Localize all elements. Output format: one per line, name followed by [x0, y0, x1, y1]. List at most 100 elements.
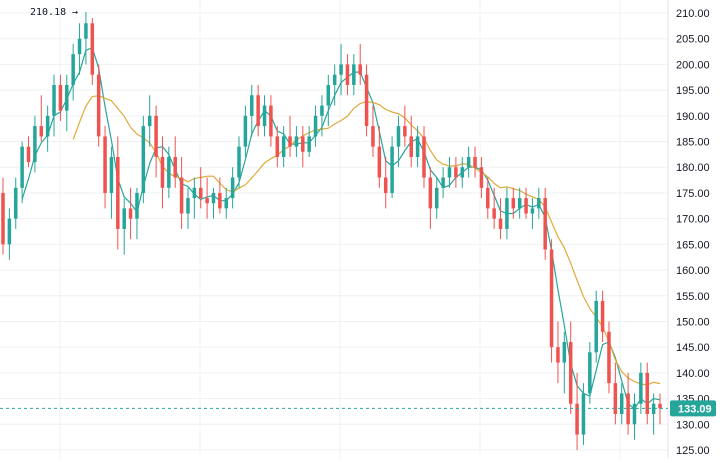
candle-body [58, 84, 63, 111]
candle-body [71, 54, 75, 85]
candle-body [116, 156, 120, 229]
candle-body [466, 156, 471, 168]
candle-body [377, 146, 382, 178]
candle-body [396, 126, 401, 147]
candle-body [320, 105, 324, 116]
candle-body [454, 167, 458, 178]
candle-body [84, 23, 88, 39]
y-tick-label: 170.00 [676, 214, 710, 226]
candle-body [128, 208, 133, 219]
candle-body [556, 347, 560, 363]
candle-body [619, 393, 624, 415]
candle-body [645, 372, 649, 415]
y-tick-label: 130.00 [676, 419, 710, 431]
candle-body [275, 136, 280, 157]
candle-body [364, 74, 369, 127]
candle-body [575, 403, 579, 435]
candle-body [250, 95, 254, 116]
candle-body [256, 95, 260, 127]
candle-body [160, 156, 165, 188]
candle-body [473, 156, 477, 168]
candle-body [14, 187, 18, 219]
candle-body [167, 156, 171, 188]
candle-body [505, 198, 509, 229]
candle-body [498, 218, 503, 229]
candle-body [447, 167, 452, 178]
candle-body [562, 342, 567, 363]
candle-body [658, 403, 662, 409]
candle-body [371, 126, 375, 147]
candles [1, 12, 662, 450]
candle-body [135, 192, 139, 219]
candle-body [173, 156, 177, 178]
candle-body [20, 146, 24, 188]
y-tick-label: 190.00 [676, 111, 710, 123]
candle-body [651, 403, 656, 415]
candle-body [422, 136, 426, 178]
candle-body [537, 198, 541, 209]
candle-body [147, 115, 152, 127]
last-price-badge [670, 400, 716, 417]
candle-body [307, 136, 311, 152]
candle-body [492, 208, 496, 219]
y-tick-label: 160.00 [676, 265, 710, 277]
candle-body [301, 136, 305, 152]
candle-body [441, 177, 445, 188]
candle-body [218, 192, 222, 209]
markers: 210.18 → [30, 7, 78, 18]
candle-body [588, 352, 592, 394]
candle-body [269, 105, 273, 137]
candle-body [313, 115, 318, 137]
ma-slow-line [72, 95, 661, 386]
candle-body [415, 136, 420, 157]
candle-body [65, 84, 69, 111]
price-axis[interactable]: 125.00130.00135.00140.00145.00150.00155.… [667, 0, 710, 458]
y-tick-label: 195.00 [676, 85, 710, 97]
candle-body [90, 23, 95, 75]
candle-body [639, 372, 643, 404]
high-marker-label: 210.18 [30, 7, 66, 18]
candle-body [122, 208, 126, 229]
candle-body [326, 84, 331, 106]
candle-body [568, 342, 573, 404]
candle-body [96, 74, 101, 137]
candle-body [230, 177, 235, 199]
candle-body [517, 198, 522, 209]
candle-body [198, 187, 203, 199]
candle-body [383, 177, 388, 193]
y-tick-label: 125.00 [676, 445, 710, 457]
candle-body [530, 208, 535, 214]
candle-body [205, 198, 209, 204]
candle-body [211, 192, 216, 204]
candle-body [352, 64, 356, 85]
high-marker-arrow-icon: → [72, 7, 78, 18]
y-tick-label: 155.00 [676, 291, 710, 303]
candle-body [52, 84, 56, 116]
candle-body [460, 167, 465, 178]
y-tick-label: 150.00 [676, 316, 710, 328]
candle-body [345, 64, 350, 85]
candle-body [479, 167, 484, 188]
candle-body [224, 198, 229, 209]
candle-body [33, 126, 37, 163]
candle-body [179, 177, 184, 214]
y-tick-label: 145.00 [676, 342, 710, 354]
candle-body [243, 115, 248, 147]
candle-body [428, 177, 433, 209]
candle-body [511, 198, 516, 209]
last-price-label: 133.09 [678, 403, 712, 415]
candle-body [237, 146, 241, 178]
candle-body [288, 136, 292, 147]
candle-body [581, 393, 586, 435]
candle-body [524, 198, 528, 214]
candle-body [281, 136, 286, 157]
grid [0, 0, 668, 458]
candle-body [186, 198, 190, 214]
candle-body [434, 187, 439, 209]
candle-body [103, 136, 107, 193]
candle-body [339, 64, 343, 75]
candle-body [358, 64, 362, 75]
candle-body [626, 393, 630, 425]
